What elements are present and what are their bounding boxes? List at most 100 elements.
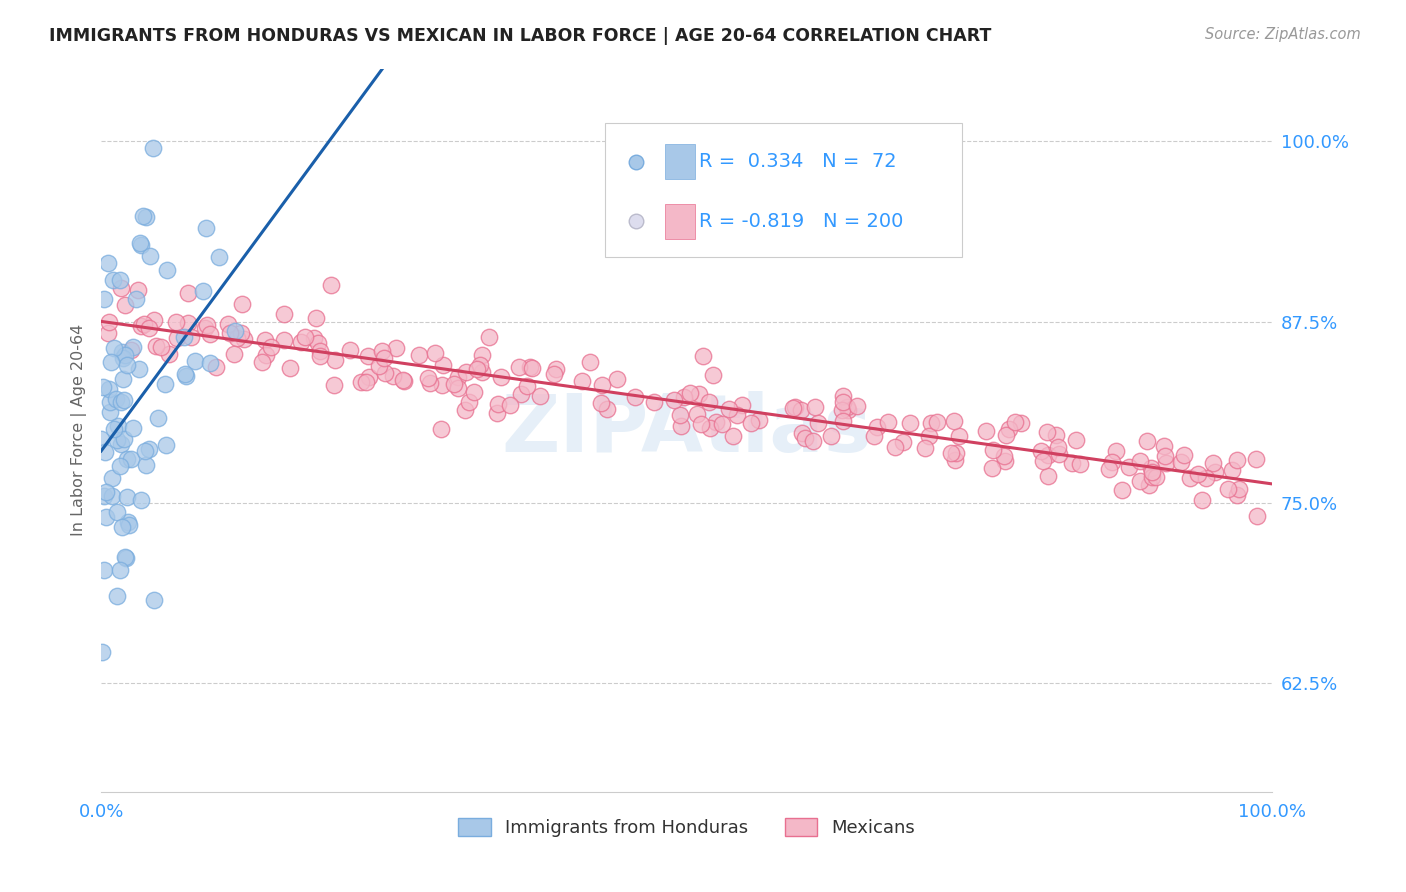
Point: [103, 341, 125, 355]
Point: [704, 415, 727, 429]
Point: [112, 392, 135, 407]
Point: [117, 515, 139, 529]
Point: [371, 343, 394, 358]
Point: [1153, 439, 1175, 453]
Point: [456, 366, 478, 380]
Text: IMMIGRANTS FROM HONDURAS VS MEXICAN IN LABOR FORCE | AGE 20-64 CORRELATION CHART: IMMIGRANTS FROM HONDURAS VS MEXICAN IN L…: [49, 27, 991, 45]
Point: [98, 315, 121, 329]
Point: [1226, 487, 1249, 501]
Point: [110, 459, 132, 474]
Point: [1101, 454, 1123, 468]
Point: [790, 403, 813, 417]
Point: [97, 256, 120, 270]
Point: [432, 359, 454, 373]
Point: [918, 429, 941, 443]
Point: [721, 429, 744, 443]
Point: [1170, 455, 1192, 469]
Point: [254, 348, 277, 362]
Point: [103, 421, 125, 435]
Point: [307, 335, 329, 350]
Point: [1064, 433, 1087, 447]
Point: [150, 340, 173, 354]
Point: [350, 375, 373, 389]
Point: [224, 324, 246, 338]
Point: [107, 433, 129, 447]
Point: [668, 408, 690, 422]
Point: [222, 347, 245, 361]
Point: [832, 394, 855, 409]
Point: [217, 317, 239, 331]
Point: [1140, 470, 1163, 484]
Point: [510, 387, 533, 401]
Point: [664, 392, 686, 407]
Point: [1173, 448, 1195, 462]
Point: [1036, 469, 1059, 483]
Point: [98, 382, 121, 396]
Point: [93, 563, 115, 577]
Point: [120, 451, 142, 466]
Point: [1129, 474, 1152, 488]
Point: [156, 263, 179, 277]
Point: [454, 403, 477, 417]
Point: [153, 377, 176, 392]
Point: [111, 372, 134, 386]
Point: [920, 416, 942, 430]
Point: [740, 416, 762, 430]
Point: [143, 592, 166, 607]
Point: [125, 292, 148, 306]
Point: [155, 437, 177, 451]
Point: [114, 551, 136, 566]
Point: [118, 517, 141, 532]
Point: [486, 397, 509, 411]
Point: [1220, 463, 1243, 477]
Point: [319, 277, 342, 292]
Point: [107, 419, 129, 434]
Point: [1226, 452, 1249, 467]
Point: [1244, 451, 1267, 466]
FancyBboxPatch shape: [665, 204, 695, 239]
Point: [305, 311, 328, 326]
Point: [1229, 482, 1251, 496]
Point: [290, 334, 312, 349]
Point: [231, 326, 253, 341]
Point: [546, 361, 568, 376]
FancyBboxPatch shape: [665, 145, 695, 179]
Point: [115, 490, 138, 504]
Point: [877, 415, 900, 429]
Point: [1154, 456, 1177, 470]
Point: [465, 362, 488, 376]
Point: [1144, 470, 1167, 484]
Point: [173, 329, 195, 343]
Point: [177, 286, 200, 301]
Point: [225, 331, 247, 345]
Point: [233, 332, 256, 346]
Point: [1139, 460, 1161, 475]
Point: [994, 428, 1017, 442]
Point: [883, 441, 905, 455]
Point: [863, 428, 886, 442]
Point: [114, 298, 136, 312]
Point: [1191, 492, 1213, 507]
Point: [669, 418, 692, 433]
Point: [93, 445, 115, 459]
Point: [943, 414, 966, 428]
Point: [463, 385, 485, 400]
FancyBboxPatch shape: [605, 123, 962, 257]
Point: [900, 416, 922, 430]
Point: [596, 402, 619, 417]
Point: [1140, 465, 1163, 479]
Point: [447, 381, 470, 395]
Point: [804, 400, 827, 414]
Point: [519, 360, 541, 375]
Point: [166, 331, 188, 345]
Point: [981, 442, 1004, 457]
Point: [111, 519, 134, 533]
Point: [101, 489, 124, 503]
Point: [945, 446, 967, 460]
Point: [1201, 456, 1223, 470]
Point: [468, 358, 491, 372]
Point: [943, 453, 966, 467]
Point: [717, 402, 740, 417]
Point: [783, 401, 806, 415]
Point: [278, 361, 301, 376]
